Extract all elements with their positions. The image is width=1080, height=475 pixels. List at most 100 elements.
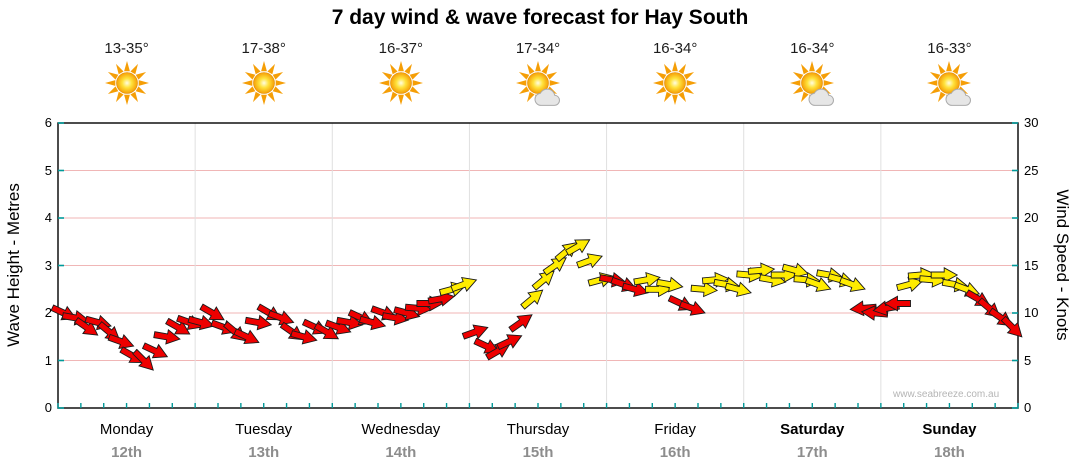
wind-arrow-shape (496, 334, 523, 351)
sun-icon (653, 61, 698, 105)
left-axis-tick-label: 4 (44, 210, 52, 225)
sun-ray (381, 72, 393, 80)
sun-ray (135, 86, 146, 94)
sun-ray (272, 72, 283, 80)
sun-ray (412, 80, 423, 86)
sun-ray (252, 91, 261, 103)
wind-arrow (883, 295, 911, 312)
sun-ray (541, 63, 549, 75)
wind-arrow (930, 267, 959, 283)
right-axis-tick-label: 5 (1024, 352, 1032, 368)
wind-arrow-shape (244, 314, 273, 331)
temperature-label: 16-33° (927, 40, 972, 57)
sun-ray (409, 86, 420, 94)
sun-cloud-icon (927, 61, 972, 106)
left-axis-tick-label: 0 (44, 400, 52, 415)
sun-ray (656, 86, 667, 94)
day-date-label: 13th (248, 444, 280, 461)
wind-arrow (508, 314, 533, 333)
sun-ray (793, 86, 804, 94)
wind-arrow-shape (450, 276, 478, 293)
sun-ray (927, 80, 938, 86)
wind-arrow (576, 253, 603, 269)
wind-arrow (461, 324, 489, 340)
sun-ray (527, 91, 535, 103)
sun-ray (952, 63, 961, 75)
wind-arrow (804, 276, 832, 293)
sun-ray (815, 63, 824, 75)
sun-ray (252, 63, 261, 75)
weather-icon-wrap (376, 60, 426, 110)
wind-arrow-shape (838, 276, 866, 293)
day-name-label: Sunday (922, 421, 977, 438)
sun-ray (107, 86, 118, 94)
wind-arrow-shape (233, 328, 260, 345)
wind-arrow-shape (187, 314, 215, 331)
sun-ray (389, 63, 398, 75)
sun-ray (664, 91, 672, 103)
wind-arrow (838, 276, 866, 293)
wind-arrow-shape (132, 348, 154, 371)
left-axis-tick-label: 5 (44, 162, 52, 178)
weather-icon-wrap (102, 60, 152, 110)
wind-arrow (690, 281, 719, 298)
left-axis-tick-label: 3 (44, 257, 52, 273)
wind-arrow (358, 314, 387, 331)
sun-ray (389, 91, 398, 103)
chart-title: 7 day wind & wave forecast for Hay South (331, 6, 749, 29)
sun-ray (123, 61, 130, 72)
wind-arrow (153, 328, 181, 345)
wind-arrow-shape (930, 267, 959, 283)
wind-arrow (1000, 315, 1023, 338)
left-axis-tick-label: 6 (44, 115, 52, 130)
wind-arrow (313, 322, 340, 340)
weather-icon-wrap (787, 60, 837, 110)
right-axis-tick-label: 20 (1024, 210, 1039, 225)
sun-icon (104, 61, 149, 105)
sun-ray (115, 91, 124, 103)
right-axis-tick-label: 30 (1024, 115, 1039, 130)
sun-ray (123, 94, 130, 105)
wind-arrow (74, 317, 99, 336)
right-axis-tick-label: 15 (1024, 257, 1039, 273)
wind-arrow (531, 270, 555, 291)
sun-ray (535, 61, 541, 72)
sun-ray (801, 63, 809, 75)
day-name-label: Friday (654, 421, 696, 438)
wind-arrow-shape (153, 328, 181, 345)
sun-ray (516, 80, 527, 86)
sun-ray (793, 72, 804, 80)
wind-arrow-shape (381, 309, 410, 326)
wind-arrow-shape (520, 289, 544, 310)
sun-cloud-icon (516, 61, 560, 106)
wind-arrow-shape (678, 300, 706, 316)
wind-arrow (450, 276, 478, 293)
sun-ray (518, 72, 530, 80)
sun-ray (378, 80, 390, 86)
sun-ray (260, 94, 267, 105)
wind-arrow-shape (621, 281, 650, 298)
wind-arrow-shape (290, 329, 318, 345)
wind-arrow (107, 333, 135, 350)
sun-ray (801, 91, 809, 103)
wind-arrow-shape (485, 343, 511, 361)
day-name-label: Thursday (506, 421, 570, 438)
sun-ray (546, 72, 558, 80)
wind-arrow (290, 329, 318, 345)
wind-arrow-shape (656, 276, 684, 293)
wind-arrow-shape (336, 314, 364, 331)
sun-ray (678, 63, 687, 75)
temperature-label: 16-37° (378, 40, 424, 57)
sun-disc (115, 72, 138, 94)
wind-arrow (244, 314, 273, 331)
sun-ray (790, 80, 801, 86)
sun-ray (820, 72, 832, 80)
wind-arrow-shape (883, 295, 911, 312)
sun-cloud-icon (790, 61, 835, 106)
left-axis-tick-label: 1 (44, 352, 52, 368)
sun-ray (664, 63, 672, 75)
sun-ray (672, 61, 679, 72)
sun-ray (549, 80, 560, 86)
